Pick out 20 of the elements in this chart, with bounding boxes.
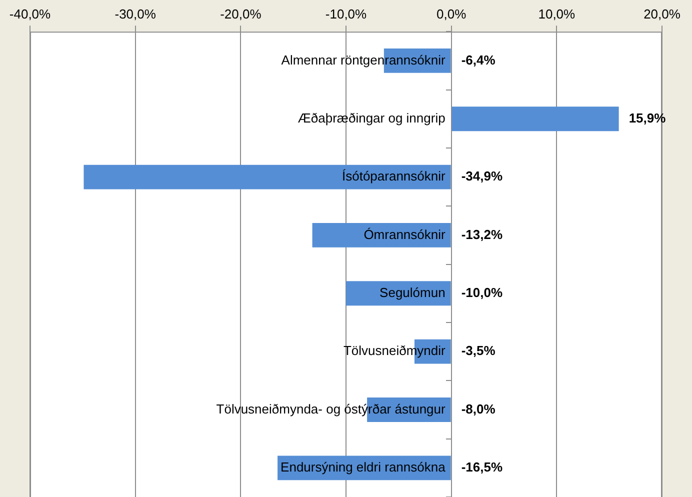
data-label: -8,0% [461, 401, 496, 416]
data-label: -34,9% [461, 168, 503, 184]
y-tick-label: Æðaþræðingar og inngrip [298, 110, 446, 126]
x-tick-label: 0,0% [436, 6, 467, 22]
y-tick-label: Segulómun [380, 284, 446, 300]
x-tick-label: -30,0% [114, 6, 156, 22]
y-tick-label: Endursýning eldri rannsókna [280, 459, 446, 474]
data-label: -13,2% [461, 226, 503, 242]
y-tick-label: Ómrannsóknir [364, 226, 446, 242]
x-tick-label: -40,0% [9, 6, 52, 22]
data-label: -6,4% [461, 52, 496, 68]
y-tick-label: Ísótóparannsóknir [342, 168, 446, 184]
data-label: -10,0% [461, 284, 503, 300]
x-tick-label: -10,0% [325, 6, 368, 22]
data-label: 15,9% [628, 110, 666, 126]
data-label: -16,5% [461, 459, 503, 474]
x-tick-label: 10,0% [538, 6, 576, 22]
x-tick-label: -20,0% [220, 6, 262, 22]
data-label: -3,5% [461, 343, 496, 358]
x-tick-label: 20,0% [644, 6, 681, 22]
